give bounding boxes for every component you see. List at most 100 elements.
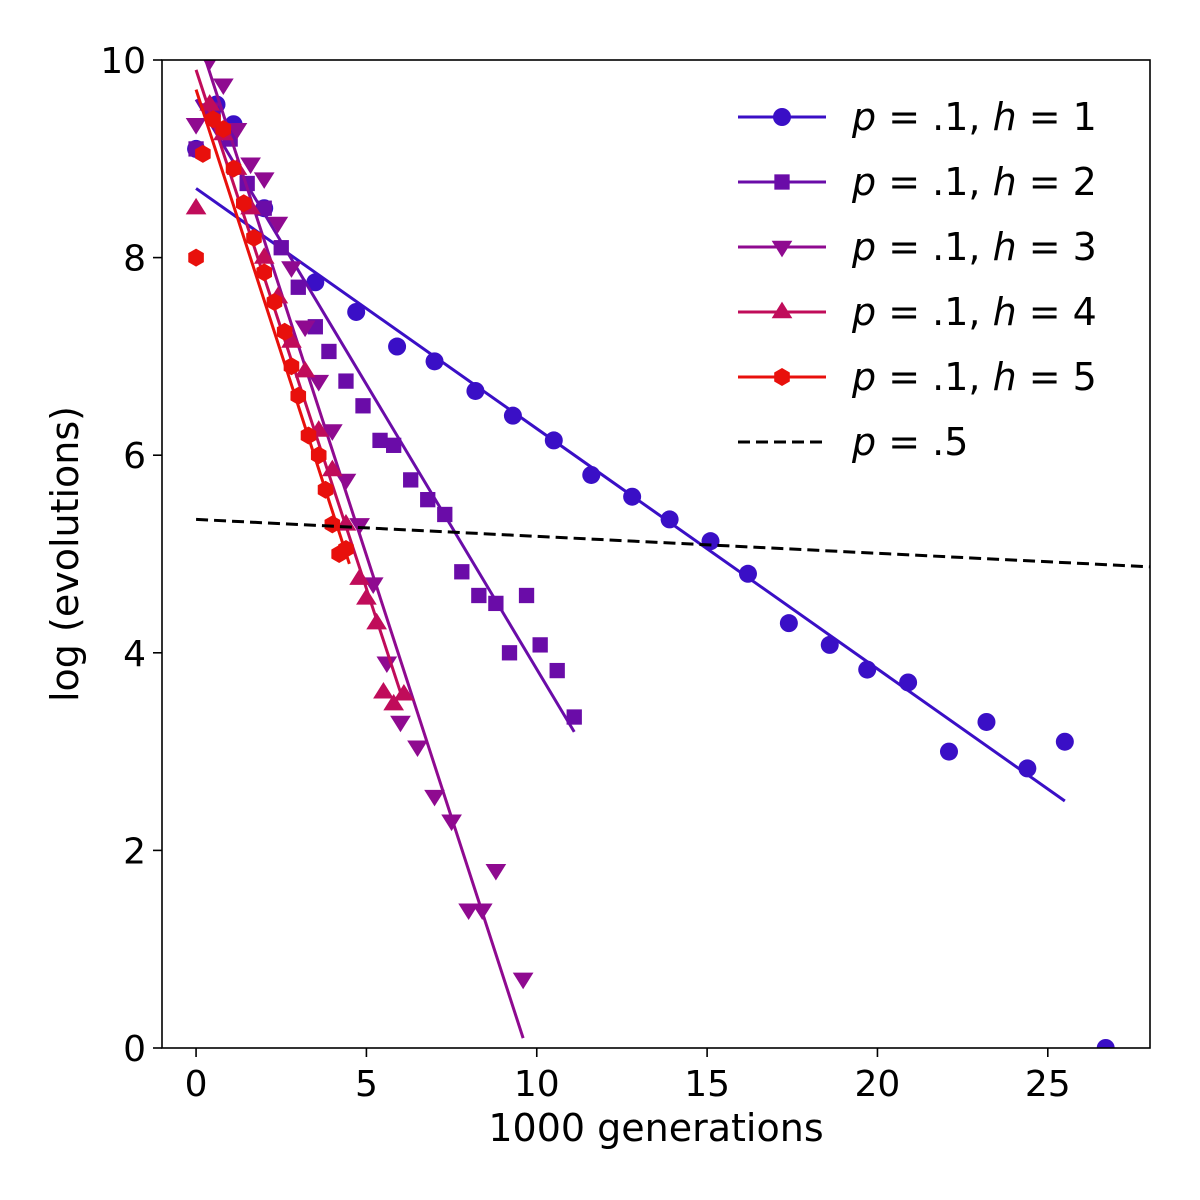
series-2-point-22 xyxy=(532,637,548,653)
series-3-point-4 xyxy=(226,122,248,140)
series-5-point-8 xyxy=(256,263,273,282)
legend-entry-2: p = .1, h = 2 xyxy=(738,160,1097,204)
series-3-point-11 xyxy=(321,424,343,441)
series-1-point-13 xyxy=(623,487,642,506)
legend-entry-2-label: p = .1, h = 2 xyxy=(851,160,1097,204)
legend-entry-4-label: p = .1, h = 4 xyxy=(851,290,1097,334)
series-5-point-12 xyxy=(290,386,307,405)
series-3-point-7 xyxy=(267,216,289,234)
y-tick-label-10: 10 xyxy=(100,41,146,82)
series-5-point-2 xyxy=(195,144,211,163)
y-tick-label-2: 2 xyxy=(123,831,146,872)
series-3-point-23 xyxy=(512,972,534,990)
series-1-point-17 xyxy=(779,614,798,633)
series-2-point-13 xyxy=(386,437,402,453)
series-4-point-9 xyxy=(294,360,316,378)
series-1-point-9 xyxy=(466,381,485,400)
series-5-point-4 xyxy=(215,120,232,139)
series-1-point-14 xyxy=(660,510,679,529)
x-tick-label-5: 5 xyxy=(355,1064,378,1105)
legend-entry-6: p = .5 xyxy=(738,420,968,464)
series-1-point-6 xyxy=(347,302,366,321)
series-2-point-17 xyxy=(454,564,470,580)
y-tick-label-8: 8 xyxy=(123,239,146,280)
series-4-point-17 xyxy=(383,693,405,711)
series-5-point-18 xyxy=(338,540,354,559)
series-5 xyxy=(188,89,354,565)
series-3-point-6 xyxy=(253,172,275,189)
series-5-point-16 xyxy=(324,515,341,534)
legend-entry-1-marker xyxy=(773,108,791,126)
series-1-point-24 xyxy=(1055,732,1074,751)
series-3-point-8 xyxy=(281,261,302,278)
series-4-point-1 xyxy=(185,197,207,215)
series-2-point-24 xyxy=(566,709,582,725)
x-tick-label-20: 20 xyxy=(855,1064,901,1105)
x-tick-label-10: 10 xyxy=(514,1064,560,1105)
series-2-point-23 xyxy=(549,662,565,679)
series-3-point-9 xyxy=(294,320,316,338)
series-5-point-1 xyxy=(188,248,204,267)
series-1-point-19 xyxy=(858,660,877,679)
series-5-point-10 xyxy=(276,322,293,341)
series-3-point-10 xyxy=(308,374,330,392)
series-2-point-12 xyxy=(372,432,388,449)
series-1-point-5 xyxy=(306,273,325,292)
series-2-point-16 xyxy=(437,506,453,523)
series-2-point-10 xyxy=(338,373,354,389)
y-tick-label-0: 0 xyxy=(123,1029,146,1070)
legend-entry-3: p = .1, h = 3 xyxy=(738,225,1097,269)
legend-entry-3-label: p = .1, h = 3 xyxy=(851,225,1097,269)
x-tick-label-0: 0 xyxy=(185,1064,208,1105)
series-5-point-7 xyxy=(246,228,262,247)
series-3-point-3 xyxy=(212,78,234,96)
series-4-point-16 xyxy=(373,681,394,699)
series-3-point-15 xyxy=(376,656,398,674)
series-5-point-15 xyxy=(317,480,334,499)
series-3-point-24 xyxy=(203,60,217,71)
x-axis-label: 1000 generations xyxy=(488,1106,823,1150)
y-tick-label-6: 6 xyxy=(123,436,146,477)
series-1-point-16 xyxy=(738,564,757,583)
series-3-point-21 xyxy=(471,903,493,921)
series-4-point-13 xyxy=(349,568,370,585)
legend-entry-5-label: p = .1, h = 5 xyxy=(851,355,1097,399)
series-6-fit-line xyxy=(195,517,1150,569)
series-1-point-12 xyxy=(582,465,601,484)
series-1-point-21 xyxy=(939,742,958,761)
series-5-point-14 xyxy=(310,446,327,465)
legend-entry-5-marker xyxy=(774,368,790,386)
y-axis-label: log (evolutions) xyxy=(43,406,87,702)
series-2-point-9 xyxy=(321,343,337,360)
series-4-point-6 xyxy=(253,247,275,264)
legend-entry-6-label: p = .5 xyxy=(851,420,968,464)
plot-frame xyxy=(161,59,1151,1049)
series-2-point-20 xyxy=(501,645,518,661)
series-3-point-17 xyxy=(407,740,428,758)
series-1-point-15 xyxy=(701,532,720,551)
legend-entry-2-marker xyxy=(774,174,790,190)
series-5-point-6 xyxy=(235,194,252,213)
series-2-point-11 xyxy=(355,398,371,414)
series-3-point-22 xyxy=(485,863,507,881)
series-2-point-19 xyxy=(488,595,504,612)
legend-entry-4: p = .1, h = 4 xyxy=(738,290,1097,334)
series-2-point-14 xyxy=(403,472,419,488)
series-4-point-18 xyxy=(393,683,415,701)
x-tick-label-15: 15 xyxy=(684,1064,730,1105)
series-3-point-1 xyxy=(185,118,207,135)
series-2-point-7 xyxy=(290,279,306,295)
series-3-point-14 xyxy=(362,577,384,594)
legend-entry-3-marker xyxy=(771,240,793,258)
series-4-point-15 xyxy=(366,612,387,630)
series-4-point-11 xyxy=(321,459,343,477)
series-1-point-18 xyxy=(820,635,839,654)
series-1-point-22 xyxy=(977,712,996,731)
series-1-point-10 xyxy=(503,406,522,425)
series-3-point-12 xyxy=(335,473,357,491)
series-2-point-21 xyxy=(518,587,535,604)
series-3-point-18 xyxy=(424,789,445,807)
series-3-point-5 xyxy=(240,157,261,175)
x-tick-label-25: 25 xyxy=(1025,1064,1071,1105)
